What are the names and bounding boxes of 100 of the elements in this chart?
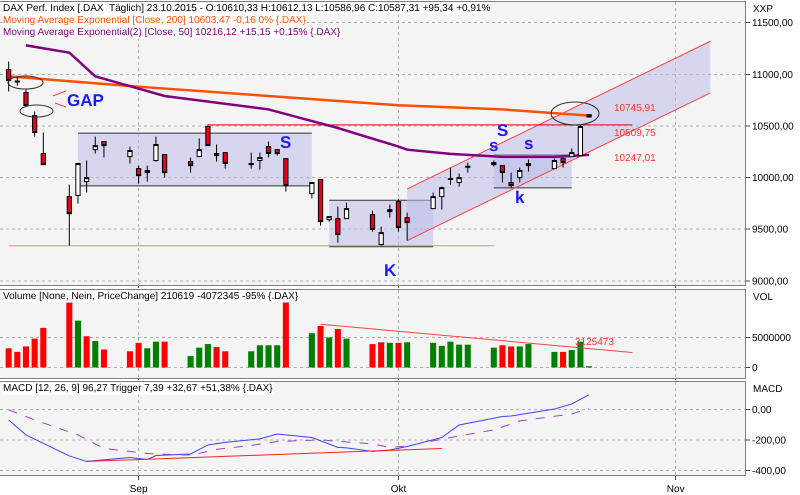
annotation: 10745,91 <box>614 103 656 114</box>
text: Moving Average Exponential [Close, 200] 10603,47 -0,16 0% {.DAX} <box>3 15 306 26</box>
candlestick <box>153 136 159 162</box>
bar <box>282 300 289 368</box>
bar <box>274 345 280 368</box>
candlestick <box>396 198 402 232</box>
bar <box>188 356 194 368</box>
bar <box>32 338 38 368</box>
candlestick <box>274 149 280 156</box>
candlestick <box>214 144 220 162</box>
bar <box>214 347 220 368</box>
y-tick-label: 10500,00 <box>752 121 794 132</box>
bar <box>490 348 497 368</box>
bar <box>378 342 384 368</box>
y-tick-label: 0 <box>752 362 758 374</box>
bar <box>92 341 98 368</box>
x-tick-label: Sep <box>130 484 148 495</box>
bar <box>14 352 20 368</box>
candlestick <box>92 136 98 154</box>
candlestick <box>526 159 532 172</box>
candlestick <box>257 152 263 170</box>
bar <box>464 344 471 368</box>
x-tick-label: Okt <box>390 484 406 495</box>
candlestick <box>387 204 392 218</box>
candlestick <box>127 146 133 164</box>
y-tick-label: 9000,00 <box>752 276 789 288</box>
bar <box>334 329 341 368</box>
y-tick-label: 10000,00 <box>752 173 794 184</box>
bar <box>404 342 410 368</box>
candlestick <box>66 184 72 246</box>
candlestick <box>326 216 332 222</box>
chart-title: MACD [12, 26, 9] 96,27 Trigger 7,39 +32,67 +51,38% {.DAX} <box>3 383 274 394</box>
annotation: S <box>497 121 508 140</box>
candlestick <box>196 138 202 158</box>
bar <box>317 326 324 368</box>
candlestick <box>205 124 211 146</box>
bar <box>551 352 558 368</box>
bar <box>74 320 81 368</box>
bar <box>568 350 575 368</box>
candlestick <box>569 148 574 158</box>
annotation: k <box>515 188 525 207</box>
candlestick <box>222 152 228 170</box>
candlestick <box>188 157 194 174</box>
candlestick <box>560 157 566 168</box>
candlestick <box>6 60 12 92</box>
candlestick <box>283 158 288 192</box>
y-tick-label: 9500,00 <box>752 224 789 236</box>
bar <box>126 351 133 368</box>
y-tick-label: -200,00 <box>752 435 786 446</box>
candlestick <box>248 152 254 170</box>
y-axis-title: XXP <box>753 4 774 15</box>
candlestick <box>84 160 90 194</box>
bar <box>508 346 514 368</box>
candlestick <box>448 167 454 186</box>
line-series <box>8 408 590 456</box>
bar <box>395 342 402 368</box>
candlestick <box>517 167 522 184</box>
y-axis-title: VOL <box>753 292 774 303</box>
candlestick <box>586 114 592 118</box>
annotation: 3125473 <box>575 337 614 348</box>
candlestick <box>136 165 142 184</box>
y-tick-label: 5000000 <box>752 332 792 344</box>
candlestick <box>552 158 558 170</box>
bar <box>84 336 90 368</box>
annotation: 10247,01 <box>614 153 656 164</box>
candlestick <box>430 192 436 210</box>
bar <box>204 344 211 368</box>
candlestick <box>318 179 324 226</box>
candlestick <box>335 206 340 244</box>
bar <box>430 342 436 368</box>
chart-title: Volume [None, Nein, PriceChange] 210619 -4072345 -95% {.DAX} <box>3 291 299 302</box>
bar <box>326 337 332 368</box>
bar <box>6 348 12 368</box>
y-tick-label: 11000,00 <box>752 70 794 81</box>
candlestick <box>465 162 470 174</box>
bar <box>222 351 228 368</box>
bar <box>438 346 445 368</box>
y-tick-label: -400,00 <box>752 466 786 477</box>
bar <box>447 342 454 368</box>
bar <box>66 302 72 368</box>
bar <box>196 348 202 368</box>
annotation: GAP <box>67 91 104 110</box>
candlestick <box>344 202 350 220</box>
annotation: K <box>384 261 397 280</box>
y-tick-label: 11500,00 <box>752 18 794 30</box>
bar <box>456 344 462 368</box>
annotation: s <box>524 134 534 153</box>
candlestick <box>75 163 81 204</box>
candlestick <box>40 132 46 166</box>
bar <box>162 342 168 368</box>
text: Moving Average Exponential(2) [Close, 50] 10216,12 +15,15 +0,15% {.DAX} <box>3 27 341 38</box>
candlestick <box>32 110 38 138</box>
x-tick-label: Nov <box>666 484 685 495</box>
line-series <box>24 44 590 158</box>
candlestick <box>378 226 384 246</box>
candlestick <box>500 165 506 184</box>
bar <box>369 344 376 368</box>
line-series <box>8 394 590 462</box>
bar <box>525 344 532 368</box>
candlestick <box>439 186 444 210</box>
